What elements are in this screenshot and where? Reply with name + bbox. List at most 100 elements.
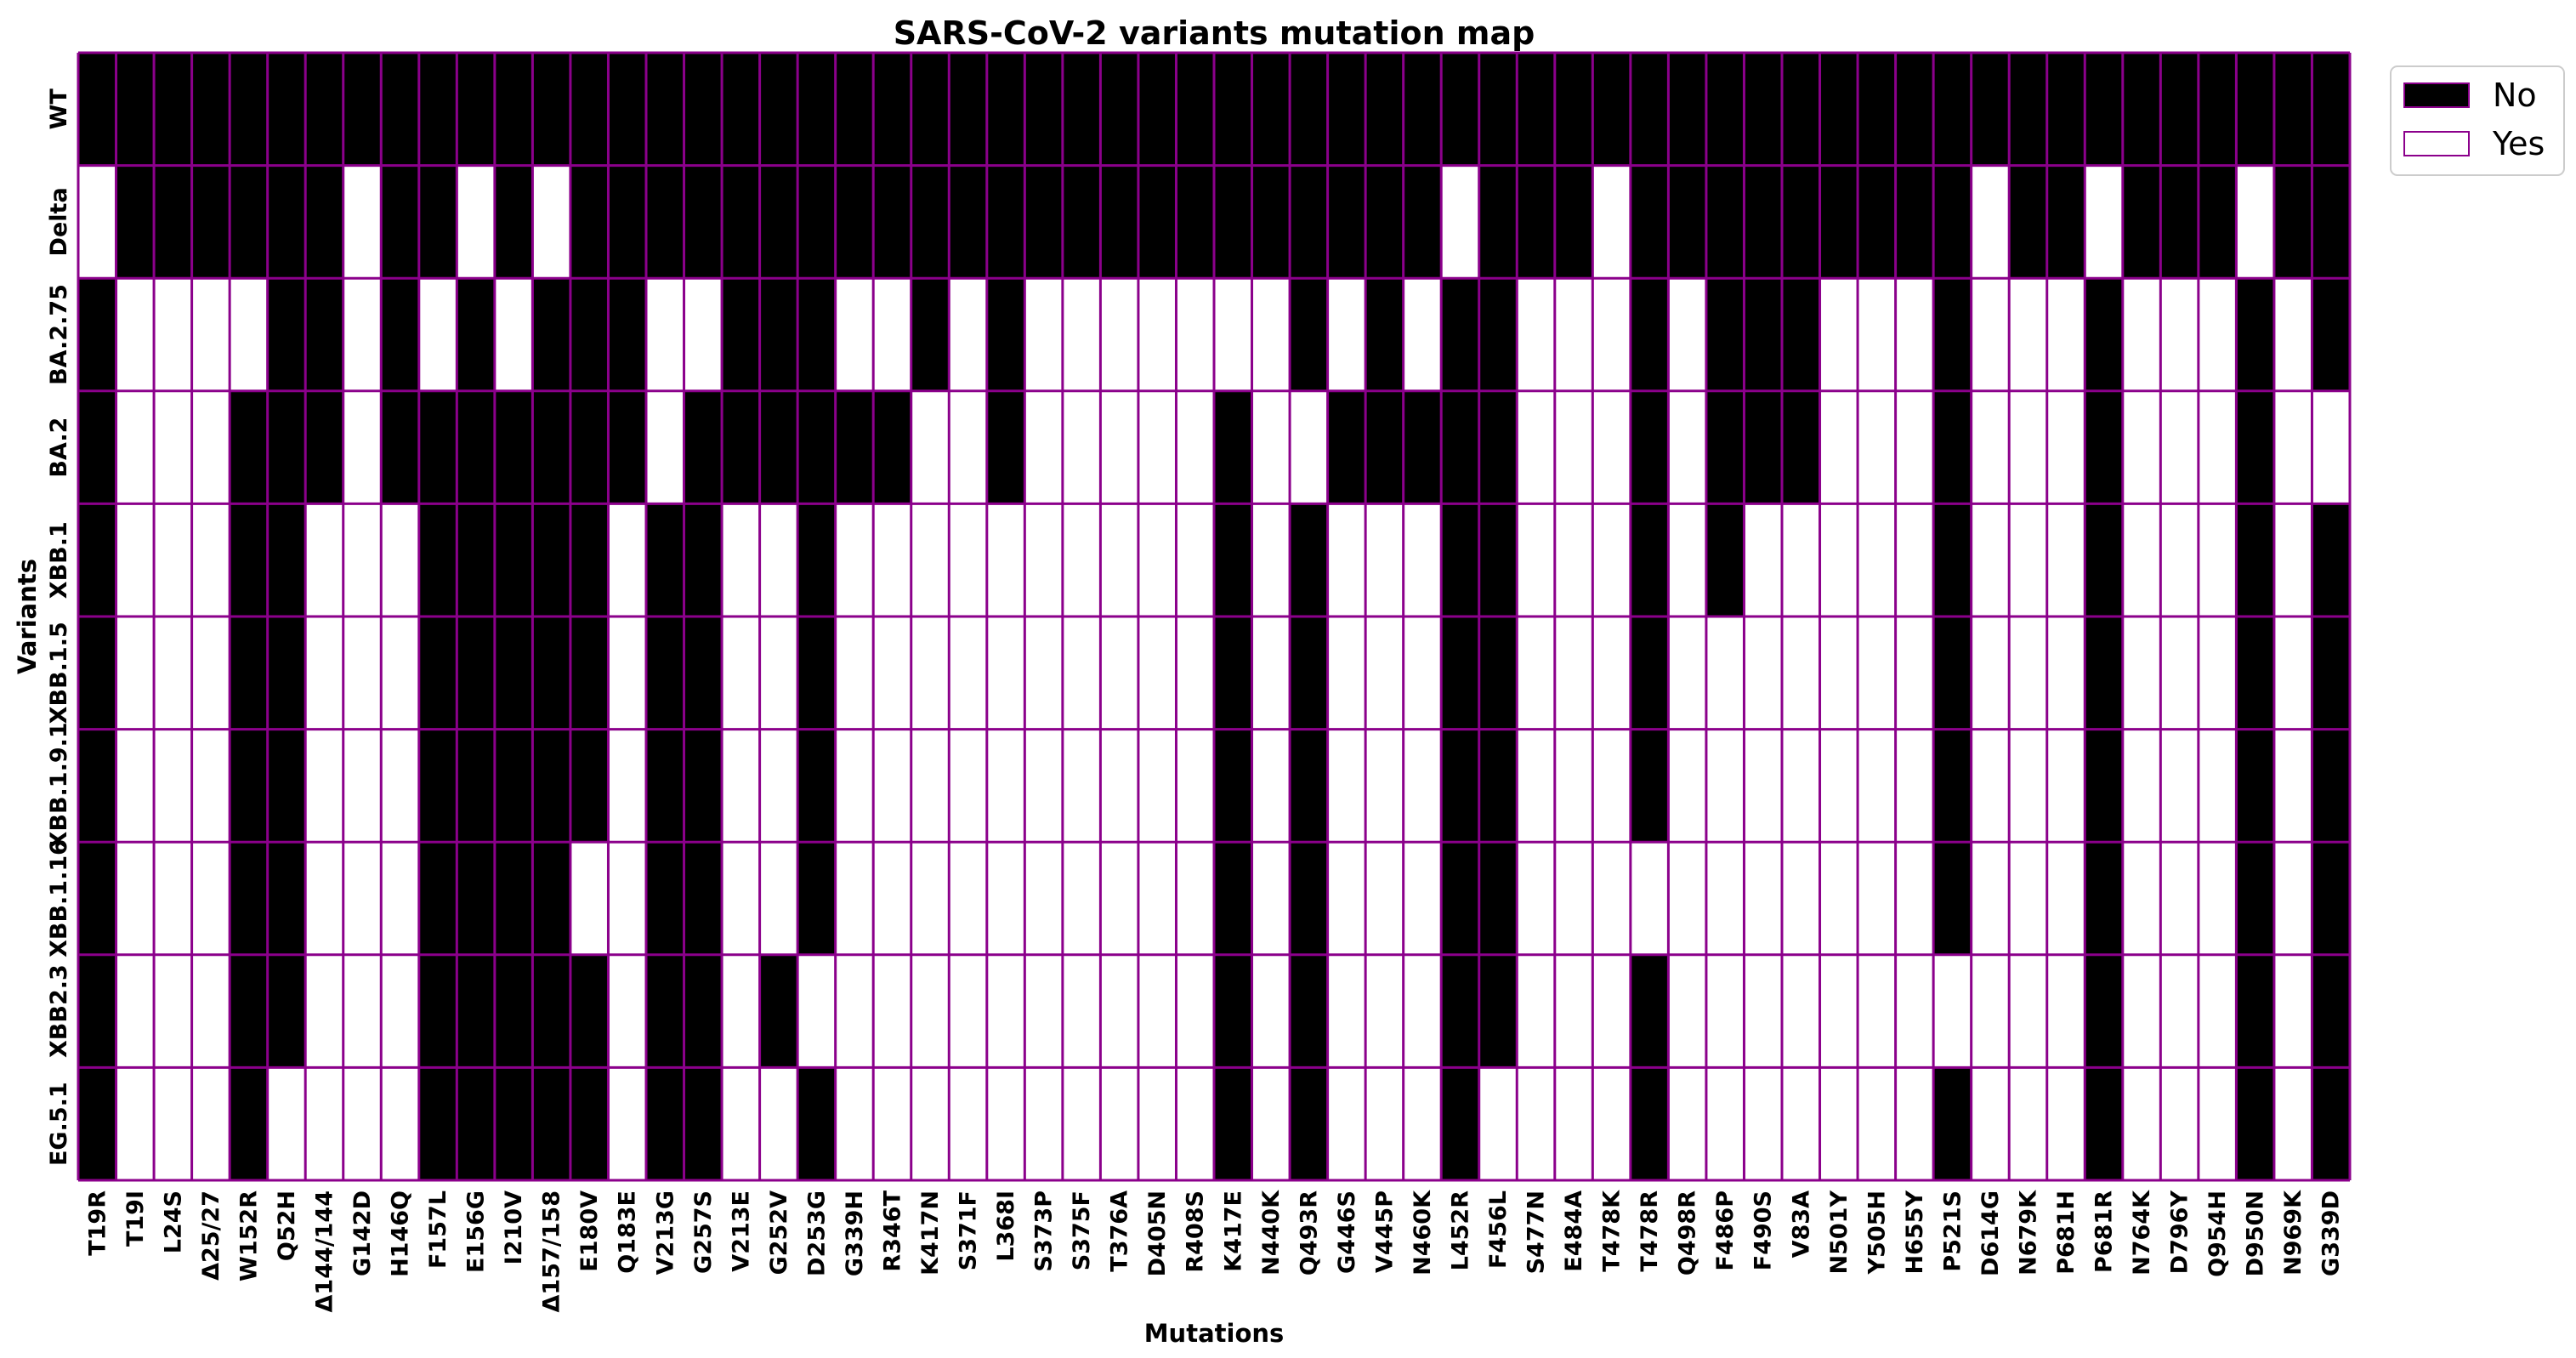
heatmap-cell	[1176, 278, 1214, 391]
heatmap-cell	[305, 842, 343, 955]
heatmap-cell	[1895, 278, 1934, 391]
heatmap-cell	[494, 729, 533, 843]
x-tick-label: N969K	[2280, 1190, 2306, 1276]
heatmap-cell	[2273, 278, 2312, 391]
heatmap-cell	[835, 729, 874, 843]
heatmap-cell	[1138, 616, 1177, 730]
y-tick-labels: WTDeltaBA.2.75BA.2XBB.1XBB.1.5XBB.1.9.1X…	[46, 88, 72, 1166]
x-tick-label: Δ25/27	[198, 1190, 224, 1281]
x-tick-label: W152R	[235, 1190, 262, 1281]
heatmap-cell	[230, 165, 268, 279]
x-tick-label: K417N	[917, 1190, 944, 1276]
heatmap-cell	[1478, 53, 1518, 166]
heatmap-cell	[1176, 53, 1214, 166]
heatmap-cell	[1668, 53, 1706, 166]
heatmap-cell	[1176, 503, 1214, 616]
heatmap-cell	[646, 1067, 684, 1180]
heatmap-cell	[986, 53, 1025, 166]
heatmap-cell	[2122, 729, 2161, 843]
heatmap-cell	[835, 842, 874, 955]
heatmap-cell	[267, 53, 306, 166]
heatmap-cell	[1705, 729, 1745, 843]
heatmap-cell	[457, 954, 495, 1068]
heatmap-cell	[911, 729, 950, 843]
heatmap-cell	[1024, 165, 1063, 279]
heatmap-cell	[1478, 1067, 1518, 1180]
heatmap-cell	[1592, 278, 1631, 391]
heatmap-cell	[1100, 53, 1138, 166]
heatmap-cell	[2160, 390, 2199, 504]
heatmap-cell	[457, 616, 495, 730]
heatmap-cell	[1138, 954, 1177, 1068]
heatmap-cell	[305, 53, 343, 166]
heatmap-cell	[343, 503, 382, 616]
heatmap-cell	[646, 616, 684, 730]
heatmap-cell	[2236, 954, 2274, 1068]
heatmap-cell	[1668, 729, 1706, 843]
y-tick-label: XBB.1.5	[46, 622, 72, 724]
heatmap-cell	[2273, 503, 2312, 616]
heatmap-cell	[1441, 954, 1479, 1068]
x-tick-label: L368I	[993, 1190, 1019, 1262]
heatmap-cell	[230, 729, 268, 843]
heatmap-cell	[343, 53, 382, 166]
heatmap-cell	[381, 53, 419, 166]
heatmap-cell	[1138, 842, 1177, 955]
heatmap-cell	[116, 616, 155, 730]
heatmap-cell	[1441, 842, 1479, 955]
heatmap-cell	[1858, 1067, 1896, 1180]
x-tick-label: D614G	[1977, 1190, 2004, 1276]
heatmap-cell	[1630, 954, 1669, 1068]
heatmap-cell	[2009, 954, 2047, 1068]
heatmap-cell	[418, 954, 457, 1068]
heatmap-cell	[381, 842, 419, 955]
heatmap-cell	[1100, 729, 1138, 843]
heatmap-cell	[230, 503, 268, 616]
heatmap-cell	[759, 616, 798, 730]
heatmap-cell	[230, 53, 268, 166]
heatmap-cell	[1933, 53, 1972, 166]
heatmap-cell	[2273, 1067, 2312, 1180]
heatmap-cell	[797, 53, 836, 166]
x-tick-label: R408S	[1183, 1190, 1209, 1273]
heatmap-cell	[1290, 616, 1328, 730]
heatmap-cell	[116, 390, 155, 504]
heatmap-cell	[1933, 278, 1972, 391]
heatmap-cell	[381, 503, 419, 616]
heatmap-cell	[1705, 390, 1745, 504]
heatmap-cell	[532, 729, 570, 843]
x-tick-label: P521S	[1939, 1190, 1966, 1272]
heatmap-cell	[608, 390, 646, 504]
heatmap-cell	[532, 278, 570, 391]
heatmap-cell	[267, 503, 306, 616]
heatmap-cell	[1858, 165, 1896, 279]
heatmap-cell	[2085, 53, 2123, 166]
heatmap-cell	[1251, 503, 1291, 616]
heatmap-cell	[1933, 954, 1972, 1068]
x-tick-label: F490S	[1750, 1190, 1777, 1270]
heatmap-cell	[1668, 842, 1706, 955]
x-tick-label: N440K	[1258, 1190, 1285, 1276]
heatmap-cell	[1971, 503, 2010, 616]
heatmap-cell	[1176, 1067, 1214, 1180]
heatmap-cell	[759, 390, 798, 504]
x-tick-label: Y505H	[1864, 1190, 1890, 1276]
heatmap-cell	[1668, 165, 1706, 279]
heatmap-cell	[684, 954, 723, 1068]
heatmap-cell	[1403, 390, 1442, 504]
heatmap-cell	[154, 53, 192, 166]
heatmap-cell	[1290, 53, 1328, 166]
heatmap-cell	[494, 954, 533, 1068]
x-tick-label: N764K	[2129, 1190, 2155, 1276]
heatmap-cell	[1100, 278, 1138, 391]
heatmap-cell	[1782, 53, 1820, 166]
heatmap-cell	[532, 616, 570, 730]
heatmap-cell	[2236, 616, 2274, 730]
heatmap-cell	[1403, 842, 1442, 955]
heatmap-cell	[154, 616, 192, 730]
heatmap-cell	[1214, 390, 1252, 504]
heatmap-cell	[2198, 278, 2237, 391]
heatmap-cell	[418, 278, 457, 391]
heatmap-cell	[2273, 53, 2312, 166]
heatmap-cell	[154, 390, 192, 504]
